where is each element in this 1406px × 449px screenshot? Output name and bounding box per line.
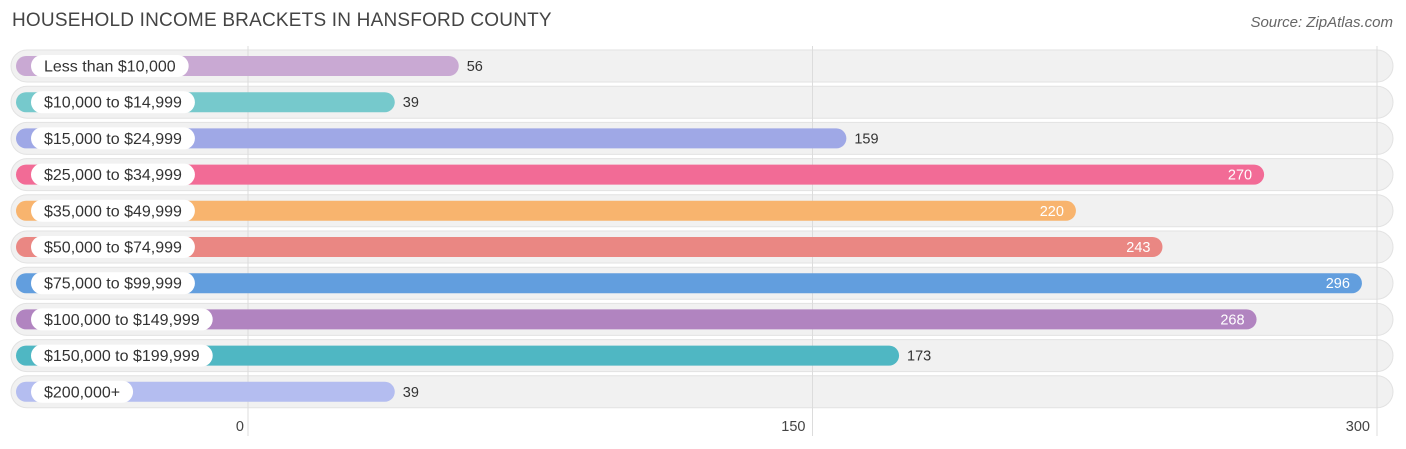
category-pill — [31, 308, 213, 331]
tick-label: 0 — [236, 419, 244, 435]
value-label: 39 — [403, 385, 419, 401]
category-label: $15,000 to $24,999 — [44, 131, 182, 148]
value-label: 243 — [1126, 240, 1150, 256]
category-pill — [31, 127, 195, 150]
bar — [16, 200, 1076, 221]
category-label: $50,000 to $74,999 — [44, 240, 182, 257]
chart-title: HOUSEHOLD INCOME BRACKETS IN HANSFORD CO… — [12, 10, 552, 31]
bar — [16, 309, 1257, 330]
bar — [16, 273, 1362, 294]
category-pill — [31, 272, 195, 295]
value-label: 220 — [1040, 204, 1064, 220]
tick-label: 300 — [1346, 419, 1370, 435]
value-label: 56 — [467, 59, 483, 75]
category-label: $25,000 to $34,999 — [44, 167, 182, 184]
value-label: 270 — [1228, 168, 1252, 184]
category-pill — [31, 91, 195, 114]
value-label: 268 — [1220, 312, 1244, 328]
category-pill — [31, 380, 134, 403]
category-pill — [31, 344, 213, 367]
category-label: $150,000 to $199,999 — [44, 348, 200, 365]
value-label: 296 — [1326, 276, 1350, 292]
category-pill — [31, 236, 195, 258]
category-label: Less than $10,000 — [44, 59, 176, 76]
value-label: 173 — [907, 349, 931, 365]
tick-label: 150 — [781, 419, 805, 435]
bar — [16, 128, 847, 149]
value-label: 39 — [403, 95, 419, 111]
bar — [16, 164, 1265, 185]
category-label: $35,000 to $49,999 — [44, 203, 182, 220]
category-label: $10,000 to $14,999 — [44, 95, 182, 112]
category-label: $75,000 to $99,999 — [44, 276, 182, 293]
category-label: $200,000+ — [44, 384, 120, 401]
category-label: $100,000 to $149,999 — [44, 312, 200, 329]
source-label: Source: ZipAtlas.com — [1250, 14, 1393, 31]
bar — [16, 237, 1163, 257]
category-pill — [31, 199, 195, 222]
category-pill — [31, 55, 189, 77]
category-pill — [31, 163, 195, 186]
bar — [16, 345, 900, 366]
value-label: 159 — [854, 131, 878, 147]
